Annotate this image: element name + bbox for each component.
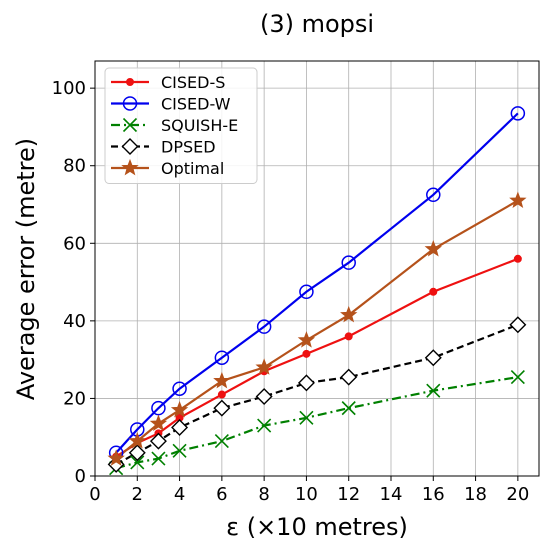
legend-marker-dpsed bbox=[121, 138, 139, 155]
x-axis-label: ε (×10 metres) bbox=[226, 513, 408, 541]
x-tick-label: 12 bbox=[337, 484, 360, 505]
x-tick-label: 14 bbox=[380, 484, 403, 505]
x-tick-label: 16 bbox=[422, 484, 445, 505]
series-line-cised-w bbox=[115, 112, 519, 454]
series-line-squish-e bbox=[115, 376, 519, 470]
y-tick-label: 40 bbox=[63, 311, 86, 332]
data-point-optimal bbox=[255, 358, 273, 375]
y-tick-label: 100 bbox=[52, 78, 86, 99]
series-line-dpsed bbox=[115, 323, 519, 466]
data-point-dpsed bbox=[340, 368, 358, 386]
legend-label-dpsed: DPSED bbox=[161, 138, 216, 157]
x-tick-label: 20 bbox=[506, 484, 529, 505]
x-ticks: 0 2 4 6 8 10 12 14 16 18 20 bbox=[89, 476, 529, 505]
series-markers bbox=[107, 106, 527, 476]
data-point-dpsed bbox=[297, 374, 315, 392]
data-point-cised-w bbox=[172, 381, 187, 396]
series-lines bbox=[115, 112, 519, 470]
series-line-optimal bbox=[115, 199, 519, 460]
data-point-dpsed bbox=[255, 388, 273, 405]
data-point-cised-w bbox=[299, 284, 314, 300]
data-point-cised-w bbox=[510, 106, 526, 121]
data-point-dpsed bbox=[213, 399, 231, 417]
data-point-optimal bbox=[340, 305, 358, 323]
x-tick-label: 2 bbox=[132, 484, 143, 505]
legend-marker-optimal bbox=[121, 158, 139, 176]
data-point-cised-w bbox=[214, 350, 230, 365]
data-point-cised-w bbox=[341, 255, 356, 270]
y-tick-label: 60 bbox=[63, 233, 86, 254]
x-tick-label: 6 bbox=[216, 484, 227, 505]
x-tick-label: 10 bbox=[295, 484, 318, 505]
y-tick-label: 20 bbox=[63, 388, 86, 409]
legend: CISED-S CISED-W SQUISH-E DPSED Optimal bbox=[104, 67, 258, 184]
x-tick-label: 0 bbox=[89, 484, 100, 505]
chart-title: (3) mopsi bbox=[260, 10, 374, 38]
data-point-dpsed bbox=[424, 349, 442, 367]
data-point-dpsed bbox=[149, 432, 167, 450]
data-point-squish-e bbox=[130, 455, 145, 470]
data-point-squish-e bbox=[214, 434, 229, 449]
data-point-squish-e bbox=[257, 418, 272, 433]
series-line-cised-s bbox=[115, 257, 519, 458]
data-point-optimal bbox=[107, 449, 125, 466]
data-point-dpsed bbox=[128, 444, 146, 462]
data-point-cised-s bbox=[513, 254, 522, 263]
data-point-optimal bbox=[424, 239, 442, 257]
y-axis-label: Average error (metre) bbox=[12, 138, 40, 400]
data-point-squish-e bbox=[510, 370, 525, 385]
x-tick-label: 8 bbox=[258, 484, 269, 505]
x-tick-label: 4 bbox=[174, 484, 185, 505]
data-point-squish-e bbox=[426, 383, 441, 398]
legend-marker-squish-e bbox=[122, 117, 138, 133]
data-point-dpsed bbox=[107, 455, 125, 473]
legend-label-cised-w: CISED-W bbox=[161, 95, 231, 114]
legend-label-optimal: Optimal bbox=[161, 159, 224, 178]
legend-marker-cised-s bbox=[126, 78, 134, 86]
y-ticks: 0 20 40 60 80 100 bbox=[52, 78, 95, 487]
data-point-optimal bbox=[149, 414, 168, 432]
data-point-cised-w bbox=[426, 187, 441, 203]
legend-label-squish-e: SQUISH-E bbox=[161, 116, 238, 135]
data-point-squish-e bbox=[341, 401, 356, 416]
data-point-optimal bbox=[170, 400, 189, 418]
data-point-squish-e bbox=[151, 451, 166, 466]
data-point-cised-s bbox=[217, 390, 226, 399]
data-point-cised-s bbox=[429, 287, 438, 296]
x-tick-label: 18 bbox=[464, 484, 487, 505]
y-tick-label: 0 bbox=[75, 466, 86, 487]
legend-box bbox=[104, 67, 258, 184]
y-tick-label: 80 bbox=[63, 156, 86, 177]
data-point-optimal bbox=[128, 431, 146, 449]
data-point-squish-e bbox=[172, 443, 187, 458]
data-point-dpsed bbox=[171, 419, 189, 437]
data-point-squish-e bbox=[299, 410, 314, 425]
data-point-cised-s bbox=[344, 332, 353, 341]
data-point-optimal bbox=[297, 331, 316, 348]
data-point-optimal bbox=[509, 191, 527, 209]
data-point-cised-w bbox=[256, 319, 272, 334]
legend-label-cised-s: CISED-S bbox=[161, 73, 225, 92]
data-point-cised-s bbox=[302, 349, 311, 358]
legend-marker-cised-w bbox=[122, 96, 138, 111]
plot-frame bbox=[94, 60, 540, 477]
data-point-optimal bbox=[213, 371, 231, 389]
data-point-dpsed bbox=[509, 316, 527, 334]
